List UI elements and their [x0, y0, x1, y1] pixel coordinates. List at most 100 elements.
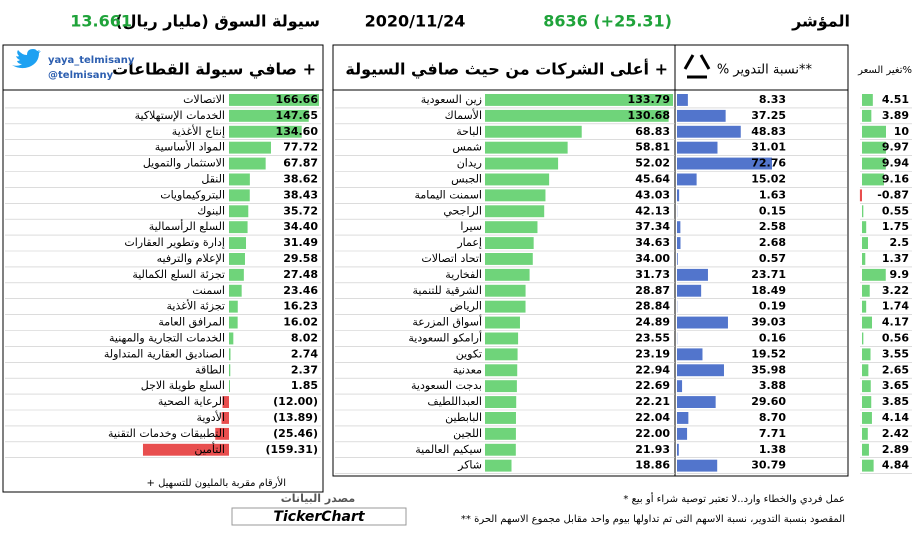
- value-label: 1.63: [759, 188, 786, 201]
- row-name: إعمار: [456, 236, 482, 249]
- row-name: الفخارية: [445, 268, 482, 281]
- sector-title: صافي سيولة القطاعات +: [112, 60, 316, 80]
- bar: [677, 237, 681, 249]
- value-label: 45.64: [635, 172, 670, 185]
- bar: [677, 268, 708, 281]
- bar: [862, 412, 872, 424]
- value-label: 1.85: [291, 379, 318, 392]
- value-label: 22.69: [635, 379, 670, 392]
- bar: [229, 332, 234, 345]
- value-label: 3.65: [882, 379, 909, 392]
- bar: [229, 109, 309, 122]
- bar: [862, 316, 873, 329]
- row-name: بدجت السعودية: [411, 379, 482, 392]
- value-label: 28.84: [635, 300, 670, 313]
- row-name: شاكر: [457, 459, 482, 472]
- value-label: 35.98: [751, 363, 786, 376]
- bar: [485, 459, 512, 472]
- row-name: الطاقة: [195, 363, 225, 376]
- row-name: الصناديق العقارية المتداولة: [104, 347, 225, 361]
- value-label: 9.9: [890, 268, 910, 281]
- row-name: الخدمات التجارية والمهنية: [109, 331, 225, 344]
- bar: [485, 189, 546, 202]
- value-label: 39.03: [751, 316, 786, 329]
- bar: [485, 427, 516, 440]
- bar: [677, 94, 688, 106]
- value-label: -0.87: [877, 188, 909, 201]
- bar: [862, 268, 886, 281]
- value-label: (25.46): [273, 427, 318, 440]
- recycle-icon: [683, 54, 711, 79]
- value-label: 23.55: [635, 331, 670, 344]
- value-label: 2.37: [291, 363, 318, 376]
- bar: [859, 189, 862, 202]
- bar: [485, 348, 518, 361]
- bar: [677, 316, 728, 329]
- value-label: 2.68: [759, 236, 786, 249]
- value-label: 2.58: [759, 220, 786, 233]
- value-label: 34.40: [283, 220, 318, 233]
- bar: [485, 316, 520, 329]
- bar: [229, 316, 238, 329]
- value-label: 31.49: [283, 236, 318, 249]
- bar: [862, 253, 866, 265]
- value-label: 2.89: [882, 443, 909, 456]
- value-label: 18.86: [635, 459, 670, 472]
- row-name: إدارة وتطوير العقارات: [124, 236, 225, 249]
- value-label: 15.02: [751, 172, 786, 185]
- row-name: تكوين: [456, 347, 482, 360]
- bar: [677, 189, 680, 202]
- sector-note: + الأرقام مقربة بالمليون للتسهيل: [147, 476, 287, 489]
- row-name: السلع طويلة الاجل: [141, 379, 225, 392]
- row-name: تجزئة السلع الكمالية: [132, 268, 225, 281]
- value-label: 3.55: [882, 347, 909, 360]
- value-label: 1.38: [759, 443, 786, 456]
- bar: [229, 348, 231, 361]
- bar: [677, 348, 703, 361]
- bar: [229, 284, 242, 297]
- value-label: 77.72: [283, 141, 318, 154]
- row-name: الرياض: [450, 300, 482, 313]
- bar: [677, 412, 689, 424]
- bar: [485, 125, 582, 138]
- value-label: 16.02: [283, 316, 318, 329]
- value-label: 19.52: [751, 347, 786, 360]
- bar: [485, 380, 517, 393]
- value-label: 0.55: [882, 204, 909, 217]
- value-label: 1.75: [882, 220, 909, 233]
- value-label: 0.57: [759, 252, 786, 265]
- date: 2020/11/24: [365, 12, 466, 31]
- row-name: الإعلام والترفيه: [157, 252, 225, 265]
- row-name: البنوك: [197, 204, 225, 217]
- value-label: 3.88: [759, 379, 786, 392]
- row-name: إنتاج الأغذية: [172, 124, 225, 138]
- company-panel: [332, 44, 849, 477]
- value-label: 23.71: [751, 268, 786, 281]
- price-change-title: تغير السعر%: [857, 65, 912, 76]
- row-name: اسمنت اليمامة: [415, 188, 482, 201]
- bar: [229, 268, 244, 281]
- bar: [229, 253, 245, 265]
- row-name: سيكيم العالمية: [415, 443, 482, 456]
- value-label: 0.16: [759, 331, 786, 344]
- bar: [485, 94, 673, 106]
- value-label: 22.21: [635, 395, 670, 408]
- bar: [485, 173, 550, 186]
- row-name: السلع الرأسمالية: [149, 219, 225, 233]
- bar: [222, 396, 229, 408]
- bar: [485, 253, 533, 265]
- row-name: التطبيقات وخدمات التقنية: [108, 427, 225, 440]
- bar: [862, 459, 874, 472]
- value-label: 0.15: [759, 204, 786, 217]
- value-label: 22.00: [635, 427, 670, 440]
- value-label: 38.43: [283, 188, 318, 201]
- row-name: الشرقية للتنمية: [413, 284, 482, 297]
- row-name: تجزئة الأغذية: [166, 299, 225, 313]
- value-label: 147.65: [276, 109, 318, 122]
- bar: [862, 173, 884, 186]
- bar: [485, 284, 526, 297]
- value-label: 0.56: [882, 331, 909, 344]
- value-label: 23.46: [283, 284, 318, 297]
- bar: [677, 157, 772, 170]
